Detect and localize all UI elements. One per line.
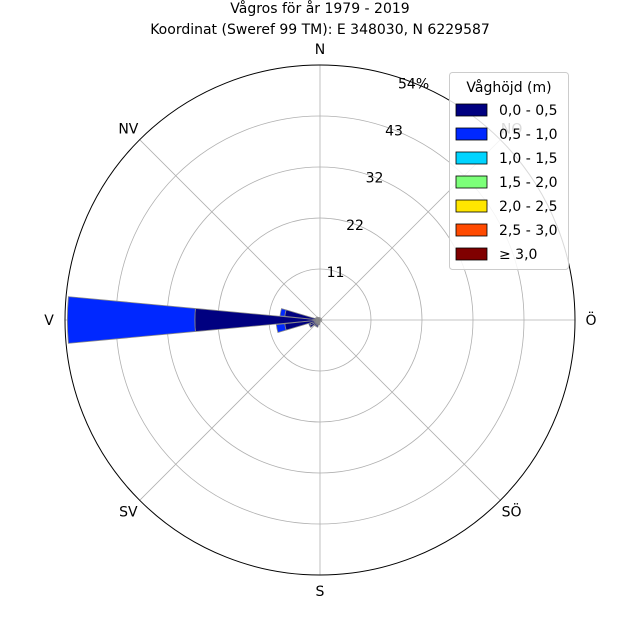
radial-tick-label: 11 <box>327 265 345 281</box>
grid-spoke <box>319 319 501 501</box>
legend-label: 1,0 - 1,5 <box>499 151 557 167</box>
legend-label: 2,5 - 3,0 <box>499 223 557 239</box>
direction-label: SÖ <box>502 503 522 521</box>
rose-bar-segment <box>279 308 287 317</box>
direction-label: Ö <box>585 311 596 329</box>
legend-items: 0,0 - 0,5 0,5 - 1,0 1,0 - 1,5 1,5 - 2,0 2,0 … <box>455 103 557 263</box>
legend-swatch <box>455 151 488 165</box>
legend-box <box>449 72 569 270</box>
legend: Våghöjd (m) 0,0 - 0,5 0,5 - 1,0 1,0 - 1,5 1… <box>449 72 569 270</box>
radial-tick-label: 54% <box>398 76 429 92</box>
direction-label: S <box>316 584 325 600</box>
direction-label: NV <box>118 121 138 137</box>
grid-spoke <box>139 139 321 321</box>
radial-tick-label: 43 <box>385 124 403 140</box>
legend-label: 0,5 - 1,0 <box>499 127 557 143</box>
rose-bar-segment <box>319 319 321 324</box>
rose-bar-segment <box>275 323 287 334</box>
legend-swatch <box>455 223 488 237</box>
radial-tick-label: 22 <box>346 218 364 234</box>
chart-title-line1: Vågros för år 1979 - 2019 <box>230 0 409 17</box>
legend-label: ≥ 3,0 <box>499 247 537 263</box>
direction-label: N <box>315 42 325 58</box>
legend-label: 2,0 - 2,5 <box>499 199 557 215</box>
legend-title: Våghöjd (m) <box>466 79 551 96</box>
legend-swatch <box>455 103 488 117</box>
legend-swatch <box>455 247 488 261</box>
direction-label: V <box>44 313 54 329</box>
legend-swatch <box>455 199 488 213</box>
rose-bars <box>66 296 323 344</box>
rose-bar-segment <box>194 308 321 332</box>
chart-title-line2: Koordinat (Sweref 99 TM): E 348030, N 62… <box>150 22 490 38</box>
polar-frame <box>64 64 576 576</box>
radial-tick-label: 32 <box>366 171 384 187</box>
legend-label: 0,0 - 0,5 <box>499 103 557 119</box>
direction-label: SV <box>119 505 138 521</box>
legend-swatch <box>455 175 488 189</box>
legend-label: 1,5 - 2,0 <box>499 175 557 191</box>
grid-spoke <box>139 319 321 501</box>
rose-bar-segment <box>66 296 196 344</box>
legend-swatch <box>455 127 488 141</box>
rose-bar-segment <box>319 319 323 323</box>
